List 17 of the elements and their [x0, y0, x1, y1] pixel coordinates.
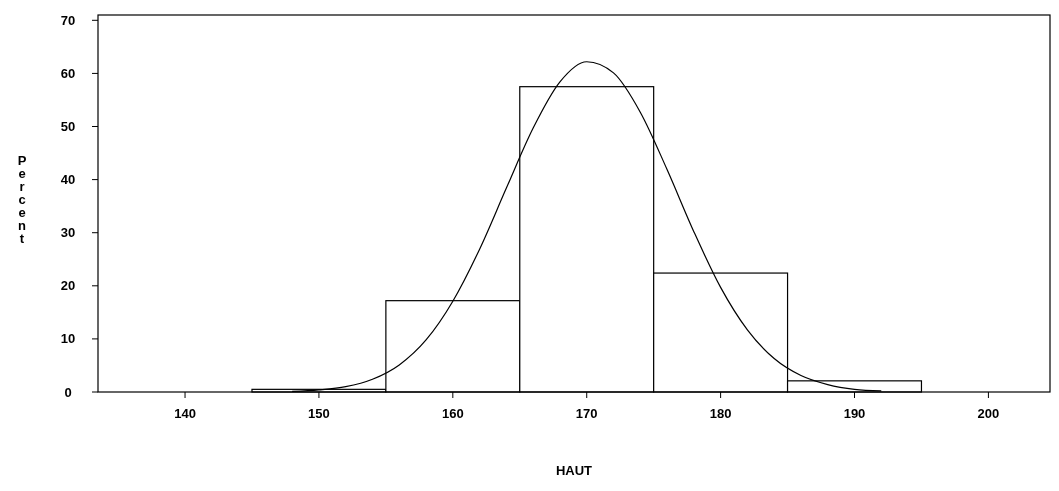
x-axis-title: HAUT [555, 463, 593, 478]
y-tick-label: 30 [60, 225, 76, 241]
y-tick-label: 60 [60, 65, 76, 81]
x-tick-label: 160 [441, 406, 464, 421]
y-tick-label: 0 [64, 384, 72, 400]
y-axis-title: Percent [17, 152, 27, 246]
y-tick-label: 40 [60, 172, 76, 188]
x-tick-label: 150 [308, 406, 330, 421]
x-tick-label: 140 [174, 406, 196, 421]
x-tick-label: 180 [709, 406, 732, 421]
x-tick-label: 190 [843, 406, 866, 421]
y-tick-label: 70 [60, 12, 76, 28]
y-tick-label: 50 [60, 119, 76, 135]
y-tick-label: 20 [60, 278, 76, 294]
y-tick-label: 10 [60, 331, 76, 347]
x-tick-label: 170 [575, 406, 598, 421]
x-tick-label: 200 [977, 406, 1000, 421]
